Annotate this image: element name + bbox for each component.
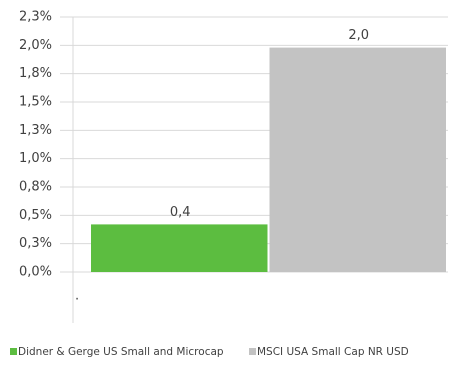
y-tick-label: 0,5% — [19, 208, 52, 223]
data-label: 2,0 — [348, 28, 369, 43]
y-tick-label: 0,8% — [19, 180, 52, 195]
y-tick-label: 1,8% — [19, 66, 52, 81]
legend-swatch — [10, 348, 17, 355]
legend-label: MSCI USA Small Cap NR USD — [257, 346, 409, 358]
y-tick-label: 1,3% — [19, 123, 52, 138]
y-tick-label: 0,0% — [19, 265, 52, 280]
y-tick-label: 2,3% — [19, 10, 52, 25]
y-tick-label: 0,3% — [19, 236, 52, 251]
y-tick-label: 1,5% — [19, 95, 52, 110]
x-tick-label: . — [75, 289, 79, 304]
legend-swatch — [249, 348, 256, 355]
y-tick-label: 2,0% — [19, 38, 52, 53]
bar — [269, 47, 446, 272]
bar — [91, 224, 268, 272]
y-tick-label: 1,0% — [19, 151, 52, 166]
data-label: 0,4 — [170, 205, 191, 220]
legend-label: Didner & Gerge US Small and Microcap — [18, 346, 224, 358]
